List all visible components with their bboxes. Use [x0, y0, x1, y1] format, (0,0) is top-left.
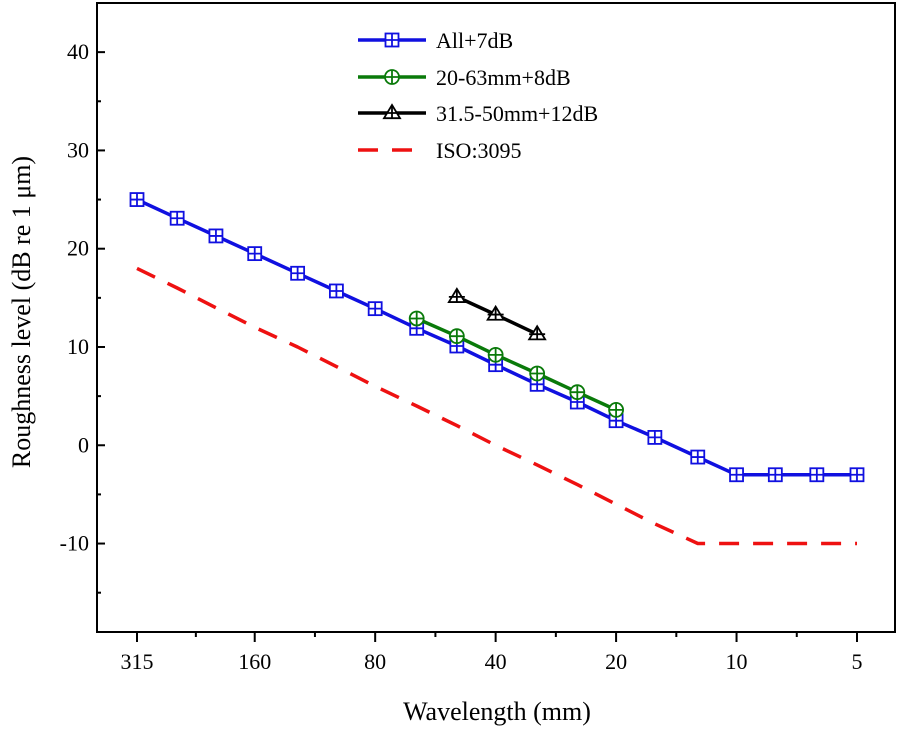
series-3: [136, 266, 857, 546]
x-tick-label: 20: [605, 649, 627, 674]
data-point: [487, 346, 504, 363]
legend-marker: [384, 32, 400, 48]
series-1: [408, 310, 624, 418]
data-point: [729, 467, 744, 483]
data-point: [569, 384, 586, 401]
marker-cross: [850, 468, 864, 482]
legend-entry-1: 20-63mm+8dB: [358, 65, 571, 90]
y-tick-label: 30: [67, 137, 89, 162]
x-tick-label: 80: [364, 649, 386, 674]
data-point: [690, 449, 706, 465]
legend: All+7dB 20-63mm+8dB 31.5-50mm+12dB ISO:3095: [358, 28, 598, 163]
marker-cross: [449, 329, 464, 344]
data-point: [447, 287, 467, 303]
data-point: [527, 324, 547, 341]
marker-cross: [130, 193, 144, 207]
marker-cross: [487, 306, 504, 320]
y-tick-label: -10: [60, 531, 89, 556]
x-tick-label: 160: [238, 649, 271, 674]
y-axis-title: Roughness level (dB re 1 μm): [7, 156, 36, 468]
x-tick-label: 10: [726, 649, 748, 674]
legend-entry-3: ISO:3095: [358, 138, 522, 163]
legend-marker: [382, 103, 402, 120]
marker-cross: [530, 366, 545, 381]
marker-cross: [385, 70, 399, 84]
data-point: [169, 210, 185, 226]
marker-cross: [291, 266, 305, 280]
marker-cross: [170, 211, 184, 225]
legend-label: 20-63mm+8dB: [436, 65, 571, 90]
marker-cross: [384, 105, 400, 119]
legend-label: 31.5-50mm+12dB: [436, 101, 598, 126]
data-point: [767, 467, 783, 483]
x-axis-title: Wavelength (mm): [403, 697, 591, 726]
data-point: [608, 401, 624, 418]
x-tick-label: 5: [852, 649, 863, 674]
marker-cross: [488, 347, 503, 362]
series-line: [136, 198, 857, 477]
marker-cross: [691, 450, 705, 464]
x-tick-label: 40: [485, 649, 507, 674]
legend-label: ISO:3095: [436, 138, 522, 163]
marker-cross: [810, 468, 824, 482]
x-tick-label: 315: [121, 649, 154, 674]
legend-label: All+7dB: [436, 28, 513, 53]
y-tick-label: 10: [67, 334, 89, 359]
data-point: [129, 192, 145, 207]
data-point: [247, 246, 263, 262]
legend-entry-0: All+7dB: [358, 28, 513, 53]
marker-cross: [385, 33, 399, 47]
marker-cross: [648, 430, 662, 444]
legend-marker: [384, 69, 400, 85]
marker-cross: [448, 288, 465, 303]
data-point: [486, 304, 506, 321]
data-point: [208, 228, 224, 244]
data-point: [809, 467, 825, 483]
y-tick-label: 0: [78, 432, 89, 457]
data-point: [408, 310, 425, 327]
y-tick-label: 40: [67, 39, 89, 64]
marker-cross: [768, 468, 782, 482]
series-layer: [129, 192, 865, 546]
marker-cross: [329, 284, 343, 298]
marker-cross: [209, 229, 223, 243]
marker-cross: [529, 326, 546, 340]
marker-cross: [368, 302, 382, 316]
data-point: [328, 283, 344, 299]
data-point: [529, 365, 546, 382]
data-point: [448, 328, 465, 345]
marker-cross: [409, 311, 424, 326]
data-point: [849, 467, 865, 483]
data-point: [647, 430, 663, 445]
y-tick-label: 20: [67, 236, 89, 261]
data-point: [290, 265, 306, 281]
series-2: [447, 287, 547, 341]
marker-cross: [730, 468, 744, 482]
series-line: [136, 266, 857, 546]
series-0: [129, 192, 865, 483]
series-line: [415, 316, 617, 412]
marker-cross: [609, 402, 624, 417]
data-point: [367, 301, 383, 317]
legend-entry-2: 31.5-50mm+12dB: [358, 101, 598, 126]
marker-cross: [570, 385, 585, 400]
marker-cross: [248, 247, 262, 261]
axes-layer: -10 0 10 20 30 40 315 160 80 40 20 10 5: [60, 2, 863, 674]
